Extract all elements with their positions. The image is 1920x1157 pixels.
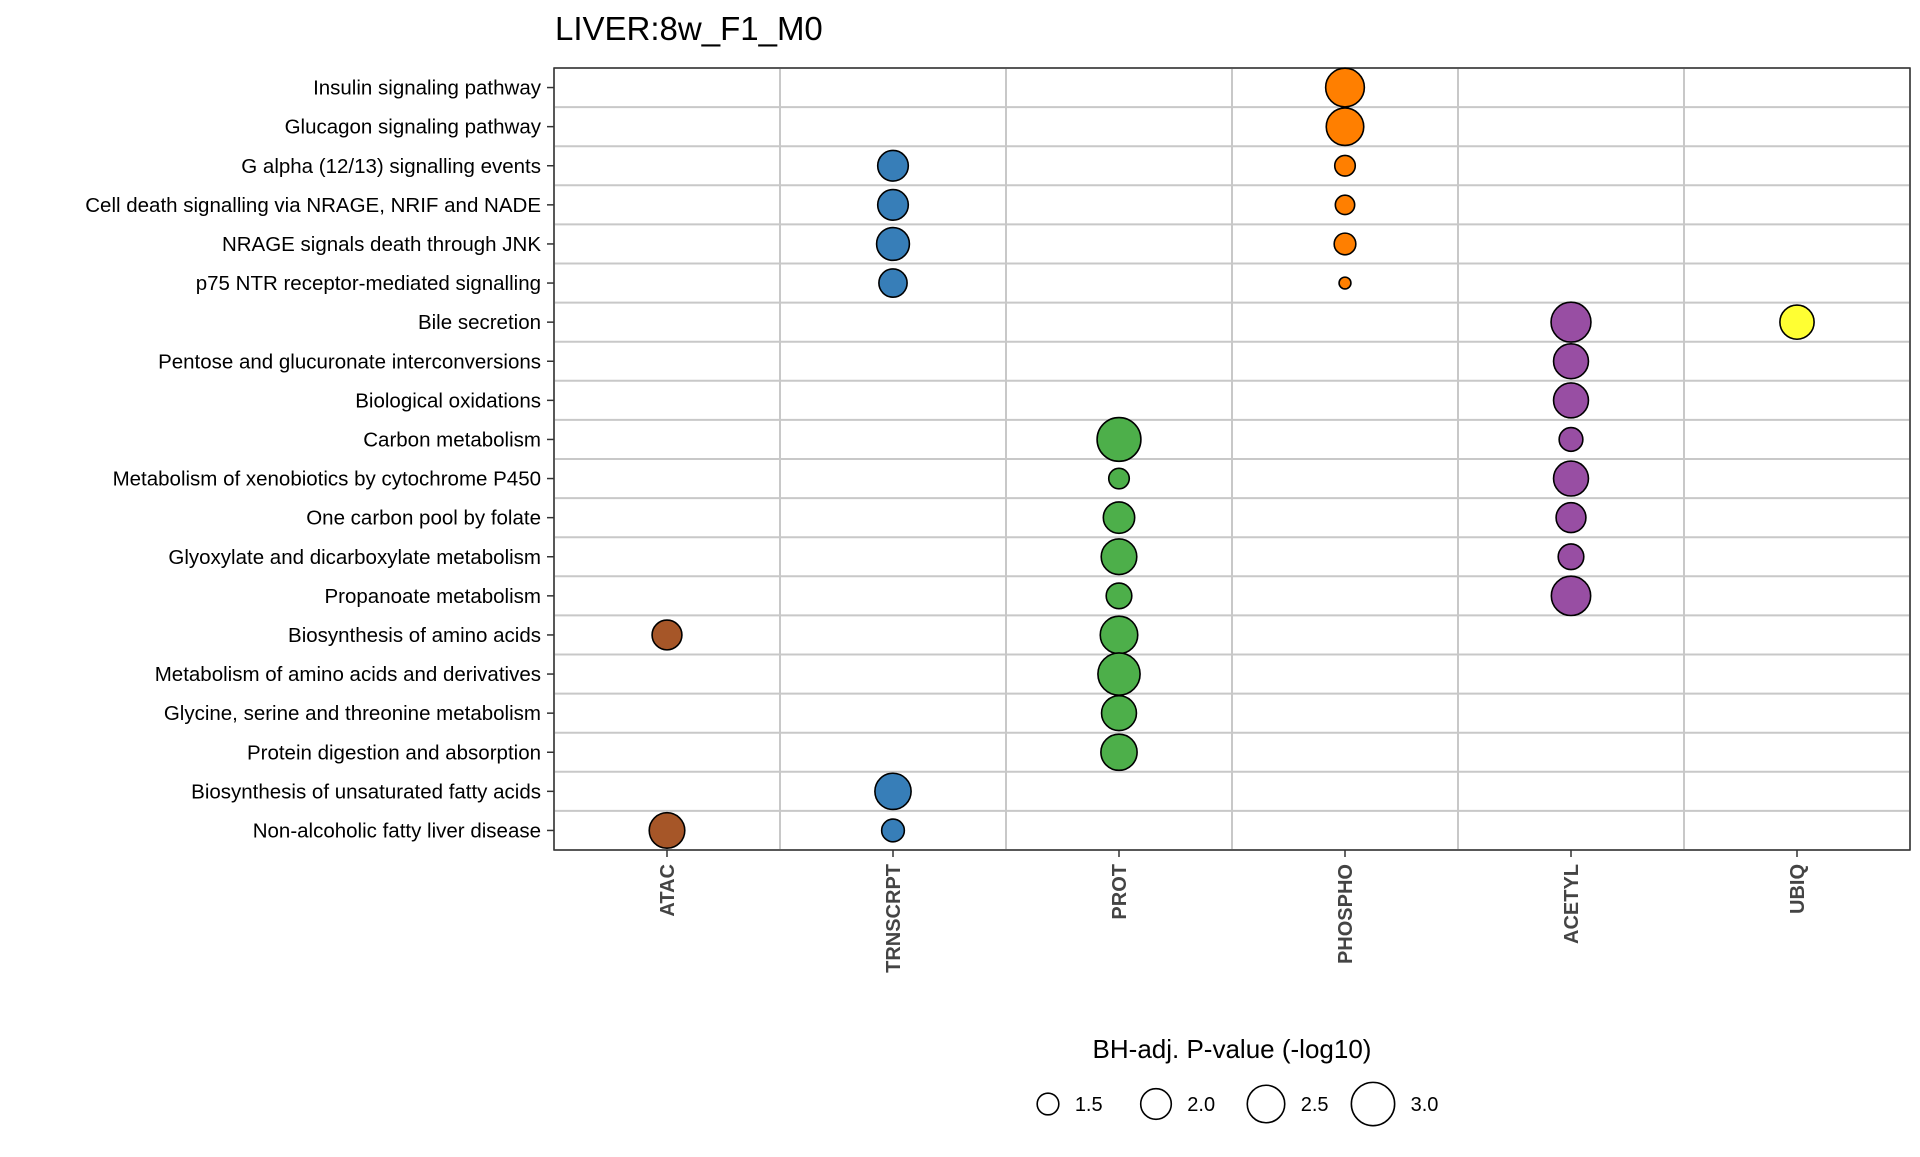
data-point-ubiq [1779, 304, 1815, 341]
y-tick-label: Pentose and glucuronate interconversions [158, 350, 541, 373]
data-point-prot [1107, 467, 1131, 490]
y-tick-label: Bile secretion [418, 311, 541, 334]
data-point-trnscrpt [876, 149, 910, 182]
y-tick-label: Propanoate metabolism [324, 585, 541, 608]
y-tick-label: Biosynthesis of unsaturated fatty acids [191, 780, 541, 803]
y-tick-label: Biological oxidations [355, 389, 541, 412]
plot-border [553, 67, 1911, 851]
y-tick-label: p75 NTR receptor-mediated signalling [196, 272, 541, 295]
data-point-acetyl [1555, 501, 1587, 534]
legend-key-label: 3.0 [1411, 1094, 1439, 1116]
data-point-prot [1099, 615, 1139, 655]
data-point-acetyl [1550, 575, 1592, 617]
legend-key-circle [1246, 1084, 1286, 1124]
data-point-prot [1102, 501, 1136, 535]
data-point-prot [1100, 538, 1138, 576]
x-tick-label: UBIQ [1787, 864, 1809, 914]
points-layer [648, 67, 1815, 850]
data-point-atac [651, 619, 683, 651]
x-tick-label: ACETYL [1561, 864, 1583, 944]
size-legend: 1.5 2.0 2.5 3.0 [1036, 1081, 1439, 1127]
legend-key-circle [1036, 1092, 1060, 1116]
y-tick-label: Metabolism of amino acids and derivative… [155, 663, 541, 686]
y-tick-label: Glucagon signaling pathway [285, 116, 542, 139]
y-tick-label: Cell death signalling via NRAGE, NRIF an… [85, 194, 541, 217]
data-point-acetyl [1552, 382, 1590, 419]
y-tick-label: One carbon pool by folate [306, 507, 541, 530]
chart-title: LIVER:8w_F1_M0 [555, 10, 823, 47]
data-point-trnscrpt [878, 268, 908, 298]
y-tick-label: Metabolism of xenobiotics by cytochrome … [113, 468, 541, 491]
data-point-phospho [1333, 232, 1357, 256]
y-tick-label: Biosynthesis of amino acids [288, 624, 541, 647]
data-point-phospho [1325, 107, 1365, 147]
legend-key-label: 2.5 [1301, 1094, 1329, 1116]
data-point-prot [1105, 582, 1133, 610]
data-point-phospho [1338, 276, 1352, 290]
y-tick-label: Glyoxylate and dicarboxylate metabolism [168, 546, 541, 569]
data-point-acetyl [1552, 343, 1590, 380]
data-point-trnscrpt [874, 772, 912, 811]
x-tick-label: ATAC [657, 864, 679, 917]
data-point-acetyl [1550, 301, 1592, 343]
x-tick-label: TRNSCRPT [883, 864, 905, 973]
data-point-atac [648, 811, 686, 850]
legend-key-circle [1350, 1081, 1396, 1127]
data-point-phospho [1334, 194, 1356, 216]
y-tick-label: Protein digestion and absorption [247, 741, 541, 764]
data-point-phospho [1324, 67, 1366, 108]
y-axis: Insulin signaling pathway Glucagon signal… [85, 77, 554, 842]
y-tick-label: NRAGE signals death through JNK [222, 233, 541, 256]
data-point-acetyl [1557, 543, 1585, 571]
y-tick-label: Non-alcoholic fatty liver disease [253, 819, 541, 842]
legend-key-circle [1139, 1087, 1173, 1121]
data-point-acetyl [1558, 426, 1584, 453]
data-point-trnscrpt [875, 226, 911, 262]
legend-key-label: 2.0 [1187, 1094, 1215, 1116]
data-point-acetyl [1552, 460, 1590, 497]
data-point-prot [1100, 694, 1138, 732]
data-point-prot [1100, 733, 1138, 772]
x-tick-label: PROT [1109, 864, 1131, 920]
y-tick-label: Insulin signaling pathway [313, 77, 542, 100]
data-point-prot [1096, 416, 1142, 463]
grid-layer [553, 67, 1911, 851]
y-tick-label: Glycine, serine and threonine metabolism [164, 702, 541, 725]
data-point-phospho [1333, 154, 1357, 177]
y-tick-label: Carbon metabolism [363, 428, 541, 451]
x-tick-label: PHOSPHO [1335, 864, 1357, 964]
data-point-trnscrpt [880, 818, 906, 843]
y-tick-label: G alpha (12/13) signalling events [241, 155, 541, 178]
x-axis: ATAC TRNSCRPT PROT PHOSPHO ACETYL UBIQ [657, 850, 1809, 973]
data-point-prot [1097, 652, 1141, 696]
legend-key-label: 1.5 [1075, 1094, 1103, 1116]
legend-title: BH-adj. P-value (-log10) [1093, 1034, 1372, 1064]
data-point-trnscrpt [876, 188, 910, 221]
